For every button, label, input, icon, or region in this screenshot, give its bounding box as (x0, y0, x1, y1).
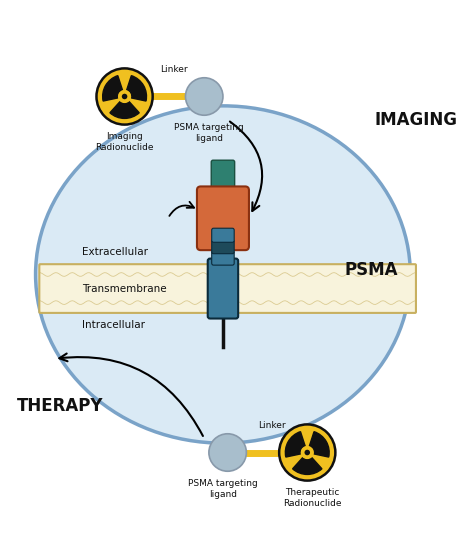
FancyBboxPatch shape (212, 251, 234, 265)
Circle shape (97, 69, 153, 125)
FancyArrowPatch shape (230, 121, 262, 211)
Text: Linker: Linker (160, 65, 188, 74)
Text: Extracellular: Extracellular (82, 247, 148, 257)
FancyBboxPatch shape (212, 240, 234, 254)
Ellipse shape (36, 106, 410, 443)
FancyArrowPatch shape (169, 202, 194, 216)
Text: THERAPY: THERAPY (17, 397, 103, 414)
Circle shape (185, 78, 223, 115)
Text: Linker: Linker (258, 421, 286, 430)
Circle shape (209, 434, 246, 471)
Wedge shape (110, 102, 139, 119)
Wedge shape (103, 76, 122, 101)
FancyBboxPatch shape (197, 187, 249, 250)
Circle shape (118, 90, 131, 103)
Wedge shape (127, 76, 146, 101)
Text: Therapeutic
Radionuclide: Therapeutic Radionuclide (283, 488, 341, 508)
FancyBboxPatch shape (211, 160, 235, 190)
Text: IMAGING: IMAGING (374, 111, 457, 129)
Wedge shape (292, 458, 322, 474)
Text: Transmembrane: Transmembrane (82, 283, 167, 294)
Text: Intracellular: Intracellular (82, 320, 146, 330)
Text: PSMA: PSMA (345, 261, 398, 279)
Wedge shape (285, 432, 305, 457)
FancyArrowPatch shape (59, 354, 203, 436)
FancyBboxPatch shape (208, 259, 238, 318)
Text: PSMA targeting
ligand: PSMA targeting ligand (174, 123, 244, 143)
Text: PSMA targeting
ligand: PSMA targeting ligand (188, 479, 258, 499)
Text: Imaging
Radionuclide: Imaging Radionuclide (95, 132, 154, 152)
Wedge shape (310, 432, 329, 457)
Circle shape (304, 450, 310, 455)
FancyBboxPatch shape (212, 228, 234, 242)
Circle shape (122, 94, 128, 99)
FancyBboxPatch shape (39, 264, 416, 313)
Circle shape (301, 446, 313, 459)
Circle shape (279, 424, 336, 480)
